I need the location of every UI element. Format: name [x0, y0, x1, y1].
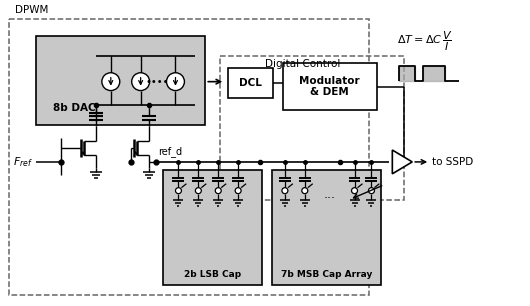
Circle shape [368, 188, 374, 194]
Text: 8b DAC: 8b DAC [53, 103, 96, 114]
Text: 7b MSB Cap Array: 7b MSB Cap Array [281, 270, 373, 279]
Circle shape [215, 188, 221, 194]
Bar [283, 63, 377, 110]
Text: $F_{ref}$: $F_{ref}$ [13, 155, 33, 169]
Bar [220, 56, 404, 200]
Text: DPWM: DPWM [15, 5, 49, 15]
Bar [36, 36, 205, 125]
Text: ref_d: ref_d [158, 146, 183, 157]
Circle shape [302, 188, 308, 194]
Bar [272, 170, 382, 285]
Bar [228, 68, 273, 98]
Circle shape [175, 188, 181, 194]
Text: ••••: •••• [146, 77, 169, 87]
Polygon shape [392, 150, 412, 174]
Circle shape [196, 188, 201, 194]
Circle shape [235, 188, 241, 194]
Text: $\Delta T = \Delta C\,\dfrac{V}{I}$: $\Delta T = \Delta C\,\dfrac{V}{I}$ [398, 29, 453, 53]
Text: Digital Control: Digital Control [265, 59, 340, 69]
Text: to SSPD: to SSPD [432, 157, 473, 167]
Circle shape [351, 188, 358, 194]
Text: 2b LSB Cap: 2b LSB Cap [184, 270, 241, 279]
Circle shape [282, 188, 288, 194]
Text: DCL: DCL [238, 78, 261, 88]
Circle shape [131, 73, 149, 91]
Text: ...: ... [324, 188, 335, 201]
Text: Modulator
& DEM: Modulator & DEM [299, 76, 360, 97]
Bar [163, 170, 262, 285]
Circle shape [166, 73, 184, 91]
Bar [10, 19, 369, 295]
Circle shape [102, 73, 120, 91]
